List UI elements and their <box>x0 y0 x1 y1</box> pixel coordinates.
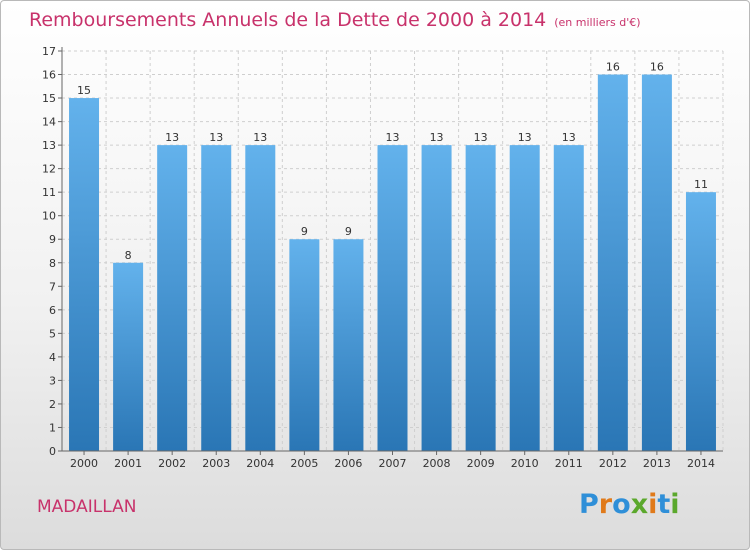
bar <box>157 145 188 451</box>
bars: 15 8 13 13 13 9 9 13 13 13 13 13 16 16 11 <box>69 61 716 452</box>
data-label: 13 <box>253 131 267 144</box>
bar <box>377 145 408 451</box>
bar <box>641 74 672 451</box>
y-tick-label: 12 <box>42 163 56 176</box>
bar <box>685 192 716 452</box>
logo-letter: i <box>670 489 680 520</box>
x-tick-label: 2006 <box>334 457 362 470</box>
data-label: 13 <box>562 131 576 144</box>
bar <box>421 145 452 451</box>
y-tick-label: 8 <box>49 257 56 270</box>
bar <box>465 145 496 451</box>
data-label: 13 <box>430 131 444 144</box>
x-tick-label: 2001 <box>114 457 142 470</box>
data-label: 11 <box>694 178 708 191</box>
bar <box>289 239 320 451</box>
town-name: MADAILLAN <box>37 497 137 517</box>
bar <box>333 239 364 451</box>
x-tick-label: 2003 <box>202 457 230 470</box>
data-label: 13 <box>474 131 488 144</box>
y-tick-label: 0 <box>49 445 56 458</box>
x-tick-label: 2011 <box>555 457 583 470</box>
x-tick-label: 2005 <box>290 457 318 470</box>
logo-letter: i <box>648 489 658 520</box>
x-tick-label: 2014 <box>687 457 715 470</box>
data-label: 13 <box>209 131 223 144</box>
data-label: 13 <box>165 131 179 144</box>
data-label: 8 <box>125 249 132 262</box>
x-tick-label: 2012 <box>599 457 627 470</box>
x-tick-label: 2008 <box>423 457 451 470</box>
y-tick-label: 5 <box>49 327 56 340</box>
y-tick-label: 4 <box>49 351 56 364</box>
y-tick-label: 3 <box>49 374 56 387</box>
logo-letter: P <box>579 489 599 520</box>
y-tick-label: 15 <box>42 92 56 105</box>
title-text: Remboursements Annuels de la Dette de 20… <box>29 9 547 31</box>
x-tick-label: 2007 <box>379 457 407 470</box>
bar <box>245 145 276 451</box>
subtitle-text: (en milliers d'€) <box>554 16 641 29</box>
x-tick-label: 2002 <box>158 457 186 470</box>
y-tick-label: 9 <box>49 233 56 246</box>
logo-letter: r <box>598 489 613 520</box>
proxiti-logo[interactable]: Proxiti <box>579 489 680 520</box>
y-tick-label: 14 <box>42 116 56 129</box>
data-label: 13 <box>386 131 400 144</box>
chart-title: Remboursements Annuels de la Dette de 20… <box>29 9 641 31</box>
x-tick-label: 2009 <box>467 457 495 470</box>
bar <box>113 262 144 451</box>
y-tick-label: 17 <box>42 45 56 58</box>
y-tick-label: 11 <box>42 186 56 199</box>
x-tick-label: 2013 <box>643 457 671 470</box>
y-tick-label: 7 <box>49 280 56 293</box>
logo-letter: o <box>612 489 631 520</box>
y-tick-label: 1 <box>49 421 56 434</box>
bar <box>69 98 100 451</box>
data-label: 9 <box>345 225 352 238</box>
y-tick-label: 6 <box>49 304 56 317</box>
bar <box>553 145 584 451</box>
x-tick-label: 2004 <box>246 457 274 470</box>
bar <box>201 145 232 451</box>
data-label: 13 <box>518 131 532 144</box>
y-tick-label: 16 <box>42 69 56 82</box>
x-tick-label: 2010 <box>511 457 539 470</box>
y-tick-label: 10 <box>42 210 56 223</box>
logo-letter: x <box>630 489 649 520</box>
data-label: 16 <box>606 61 620 74</box>
x-tick-label: 2000 <box>70 457 98 470</box>
data-label: 16 <box>650 61 664 74</box>
bar <box>597 74 628 451</box>
y-tick-label: 2 <box>49 398 56 411</box>
data-label: 9 <box>301 225 308 238</box>
data-label: 15 <box>77 84 91 97</box>
bar <box>509 145 540 451</box>
y-tick-label: 13 <box>42 139 56 152</box>
logo-letter: t <box>657 489 671 520</box>
